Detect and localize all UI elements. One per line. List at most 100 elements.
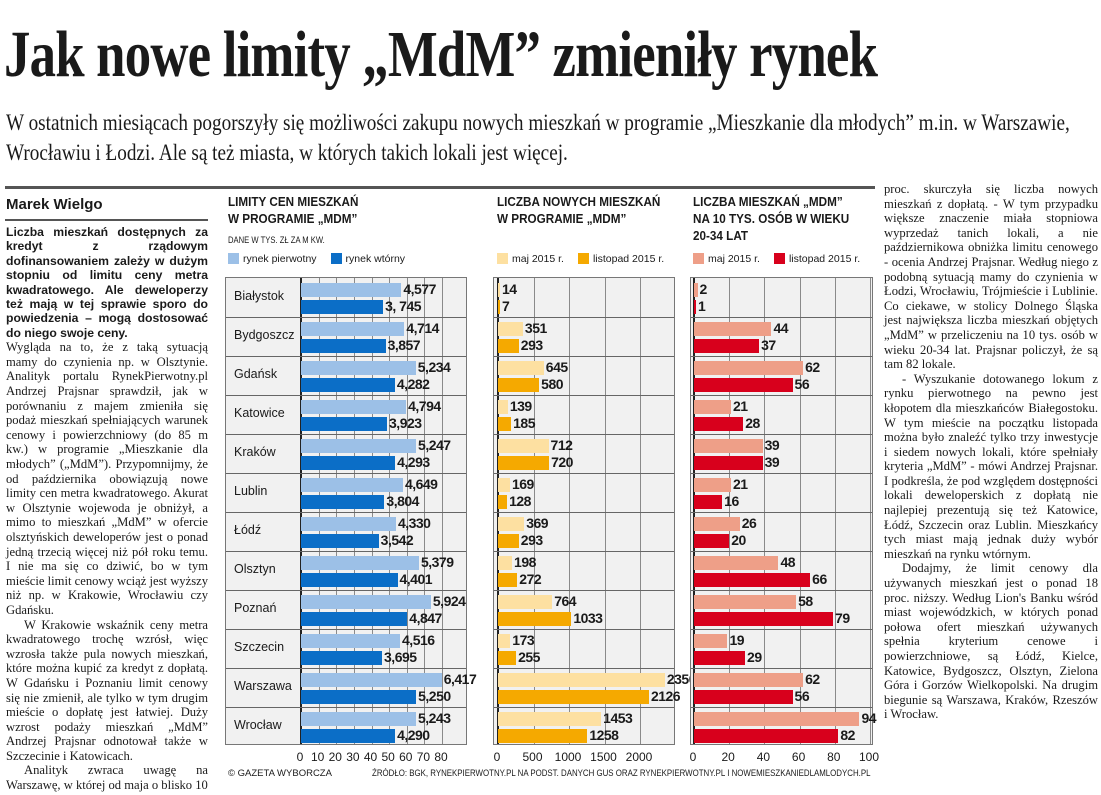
row-divider <box>691 434 872 435</box>
bar-second <box>694 573 811 587</box>
headline: Jak nowe limity „MdM” zmieniły rynek <box>4 18 878 91</box>
value-label: 20 <box>731 532 746 548</box>
value-label: 128 <box>509 493 531 509</box>
article-lead: Liczba mieszkań dostępnych za kredyt z r… <box>6 225 208 340</box>
row-divider <box>691 473 872 474</box>
legend-swatch <box>330 253 342 264</box>
row-divider <box>494 395 674 396</box>
row-divider <box>226 707 466 708</box>
city-label: Katowice <box>234 406 285 420</box>
gridline <box>424 278 426 744</box>
x-tick-label: 50 <box>381 750 395 764</box>
axis-line <box>300 278 302 744</box>
city-label: Kraków <box>234 445 276 459</box>
bar-first <box>301 517 396 531</box>
value-label: 3,804 <box>386 493 419 509</box>
chart-title: LIMITY CEN MIESZKAŃ W PROGRAMIE „MDM” <box>228 194 359 226</box>
value-label: 37 <box>761 337 776 353</box>
x-tick-label: 80 <box>827 750 841 764</box>
value-label: 19 <box>729 632 745 648</box>
value-label: 580 <box>541 376 564 392</box>
legend-swatch <box>497 253 508 264</box>
bar-second <box>301 495 385 509</box>
value-label: 720 <box>551 454 573 470</box>
bar-second <box>301 417 388 431</box>
bar-second <box>301 690 417 704</box>
bar-second <box>694 612 834 626</box>
row-divider <box>691 512 872 513</box>
chart-legend: maj 2015 r. listopad 2015 r. <box>693 253 860 265</box>
bar-first <box>301 322 405 336</box>
value-label: 5,250 <box>418 688 451 704</box>
row-divider <box>226 551 466 552</box>
city-label: Warszawa <box>234 679 292 693</box>
bar-first <box>498 712 602 726</box>
x-tick-label: 80 <box>434 750 448 764</box>
row-divider <box>494 668 674 669</box>
row-divider <box>226 317 466 318</box>
bar-second <box>498 417 512 431</box>
bar-second <box>498 534 519 548</box>
gridline <box>640 278 641 744</box>
city-label: Poznań <box>234 601 277 615</box>
row-divider <box>494 629 674 630</box>
chart-title: LICZBA NOWYCH MIESZKAŃ W PROGRAMIE „MDM” <box>497 194 661 226</box>
article-paragraph: Dodajmy, że limit cenowy dla używanych m… <box>884 561 1098 722</box>
bar-second <box>694 651 746 665</box>
row-divider <box>494 473 674 474</box>
value-label: 66 <box>812 571 827 587</box>
bar-second <box>498 573 518 587</box>
bar-first <box>301 556 419 570</box>
x-tick-label: 40 <box>363 750 378 764</box>
value-label: 28 <box>745 415 760 431</box>
bar-second <box>498 729 588 743</box>
value-label: 5,924 <box>432 593 466 609</box>
legend-item: listopad 2015 r. <box>773 253 861 265</box>
bar-second <box>694 456 763 470</box>
bar-second <box>301 300 384 314</box>
gridline <box>442 278 443 744</box>
copyright: © GAZETA WYBORCZA <box>228 768 332 779</box>
article-column-left: Liczba mieszkań dostępnych za kredyt z r… <box>6 225 208 793</box>
bar-second <box>694 690 793 704</box>
city-label: Białystok <box>234 289 285 303</box>
x-tick-label: 0 <box>689 750 697 764</box>
bar-first <box>498 322 523 336</box>
bar-first <box>498 517 525 531</box>
value-label: 369 <box>526 515 549 531</box>
value-label: 62 <box>805 359 820 375</box>
value-label: 4,649 <box>404 476 438 492</box>
bar-first <box>694 556 779 570</box>
row-divider <box>494 590 674 591</box>
city-label: Gdańsk <box>234 367 278 381</box>
row-divider <box>226 434 466 435</box>
legend-label: rynek wtórny <box>345 253 406 265</box>
bar-first <box>301 595 431 609</box>
x-tick-label: 2000 <box>625 750 653 764</box>
row-divider <box>691 590 872 591</box>
value-label: 5,379 <box>420 554 454 570</box>
bar-second <box>301 534 379 548</box>
bar-first <box>694 361 804 375</box>
x-tick-label: 60 <box>399 750 413 764</box>
bar-second <box>694 339 760 353</box>
value-label: 48 <box>780 554 796 570</box>
x-tick-label: 1500 <box>590 750 617 764</box>
value-label: 29 <box>747 649 762 665</box>
legend-swatch <box>228 253 239 264</box>
legend-label: listopad 2015 r. <box>788 253 861 265</box>
chart-title: LICZBA MIESZKAŃ „MDM” NA 10 TYS. OSÓB W … <box>693 194 850 243</box>
bar-first <box>301 634 401 648</box>
legend-label: maj 2015 r. <box>512 253 564 265</box>
axis-line <box>497 278 499 744</box>
chart-subtitle: DANE W TYS. ZŁ ZA M KW. <box>228 235 325 245</box>
value-label: 58 <box>798 593 813 609</box>
legend-item: listopad 2015 r. <box>577 253 664 265</box>
value-label: 4,293 <box>397 454 430 470</box>
bar-second <box>694 378 793 392</box>
bar-first <box>694 595 797 609</box>
legend-item: rynek pierwotny <box>228 253 317 265</box>
row-divider <box>494 551 674 552</box>
source-note: ŹRÓDŁO: BGK, RYNEKPIERWOTNY.PL NA PODST.… <box>372 768 871 779</box>
bar-first <box>301 673 442 687</box>
